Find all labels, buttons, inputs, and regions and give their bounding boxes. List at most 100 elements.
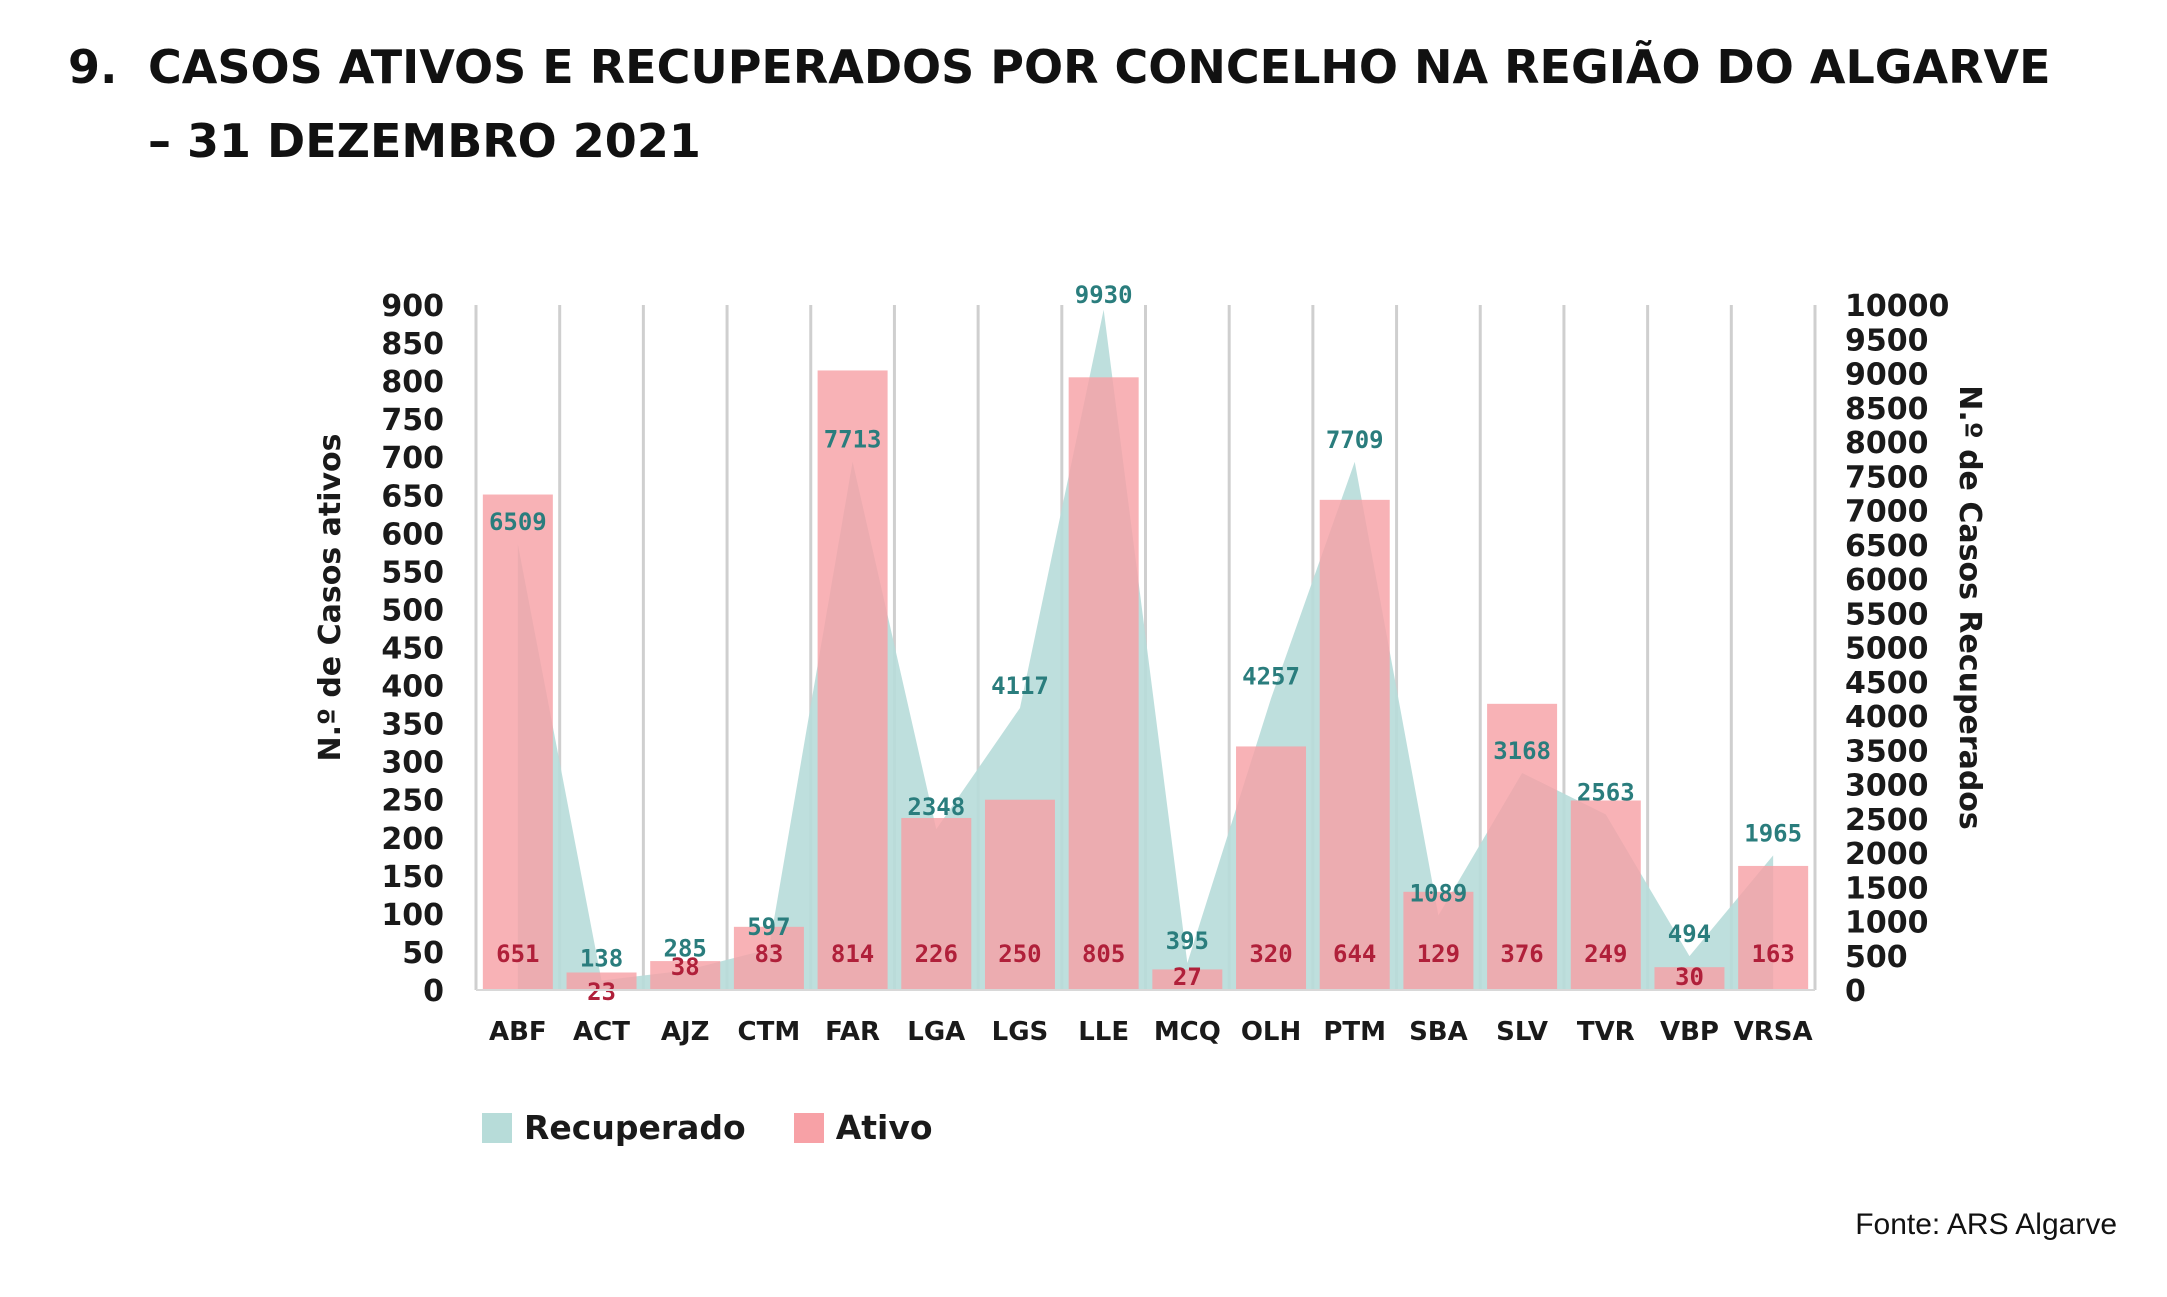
x-tick-label: AJZ — [661, 1017, 710, 1047]
title-line2: – 31 DEZEMBRO 2021 — [148, 114, 701, 168]
recuperado-data-label: 1965 — [1744, 819, 1802, 847]
recuperado-data-label: 4117 — [991, 672, 1049, 700]
y-right-tick-label: 1500 — [1845, 871, 1929, 906]
x-tick-label: OLH — [1241, 1017, 1301, 1047]
ativo-data-label: 651 — [496, 940, 539, 968]
ativo-bar — [1068, 377, 1139, 990]
legend-swatch-recuperado — [482, 1112, 512, 1143]
y-right-tick-label: 8500 — [1845, 392, 1929, 427]
y-right-tick-label: 9000 — [1845, 358, 1929, 393]
y-left-tick-label: 550 — [381, 555, 444, 590]
x-tick-label: LGS — [992, 1017, 1049, 1047]
chart-legend: Recuperado Ativo — [482, 1108, 981, 1147]
ativo-data-label: 83 — [754, 940, 783, 968]
y-right-tick-label: 7500 — [1845, 460, 1929, 495]
x-tick-label: SBA — [1409, 1017, 1468, 1047]
x-tick-label: TVR — [1577, 1017, 1635, 1047]
x-tick-label: ACT — [573, 1017, 630, 1047]
recuperado-data-label: 9930 — [1075, 281, 1133, 309]
y-left-tick-label: 900 — [381, 289, 444, 324]
y-left-tick-label: 200 — [381, 822, 444, 857]
ativo-bar — [1236, 746, 1307, 990]
ativo-bar — [1570, 800, 1641, 990]
y-left-tick-label: 450 — [381, 632, 444, 667]
y-right-tick-label: 6500 — [1845, 529, 1929, 564]
ativo-data-label: 320 — [1249, 940, 1292, 968]
ativo-data-label: 249 — [1584, 940, 1627, 968]
ativo-data-label: 814 — [831, 940, 874, 968]
ativo-data-label: 30 — [1675, 963, 1704, 991]
ativo-data-label: 23 — [587, 978, 616, 1006]
ativo-series — [482, 370, 1809, 990]
legend-item-ativo[interactable]: Ativo — [793, 1108, 933, 1147]
y-right-tick-label: 9500 — [1845, 323, 1929, 358]
recuperado-data-label: 494 — [1668, 920, 1711, 948]
recuperado-data-label: 3168 — [1493, 737, 1551, 765]
y-right-tick-label: 500 — [1845, 940, 1908, 975]
recuperado-data-label: 1089 — [1410, 879, 1468, 907]
y-right-tick-label: 7000 — [1845, 495, 1929, 530]
x-tick-label: VBP — [1660, 1017, 1719, 1047]
y-right-tick-label: 0 — [1845, 974, 1866, 1009]
legend-swatch-ativo — [793, 1112, 824, 1143]
ativo-data-label: 376 — [1500, 940, 1543, 968]
y-left-tick-label: 100 — [381, 898, 444, 933]
recuperado-data-label: 2348 — [907, 793, 965, 821]
recuperado-data-label: 7709 — [1326, 426, 1384, 454]
x-tick-label: LGA — [907, 1017, 965, 1047]
x-tick-label: MCQ — [1154, 1017, 1221, 1047]
ativo-bar — [1152, 969, 1223, 990]
axes: 9008508007507006506005505004504003503002… — [313, 289, 1987, 1047]
x-tick-label: PTM — [1323, 1017, 1386, 1047]
page-title: 9. CASOS ATIVOS E RECUPERADOS POR CONCELH… — [68, 30, 2051, 178]
legend-item-recuperado[interactable]: Recuperado — [482, 1108, 746, 1147]
y-left-tick-label: 750 — [381, 403, 444, 438]
y-right-tick-label: 4000 — [1845, 700, 1929, 735]
y-left-tick-label: 500 — [381, 593, 444, 628]
title-number: 9. — [68, 40, 118, 94]
ativo-bar — [482, 494, 553, 990]
y-left-tick-label: 800 — [381, 365, 444, 400]
recuperado-data-label: 597 — [747, 913, 790, 941]
legend-label-recuperado: Recuperado — [524, 1108, 746, 1147]
x-tick-label: LLE — [1078, 1017, 1129, 1047]
y-right-tick-label: 2500 — [1845, 803, 1929, 838]
x-tick-label: SLV — [1496, 1017, 1548, 1047]
ativo-bar — [817, 370, 888, 990]
ativo-data-label: 644 — [1333, 940, 1376, 968]
combo-chart: 6509 138 285 597 7713 2348 4117 9930 395 4257 7709… — [313, 281, 1987, 1047]
ativo-data-label: 27 — [1173, 963, 1202, 991]
ativo-bar — [984, 799, 1055, 990]
y-left-tick-label: 850 — [381, 327, 444, 362]
y-left-tick-label: 300 — [381, 746, 444, 781]
y-left-tick-label: 150 — [381, 860, 444, 895]
y-right-tick-label: 3500 — [1845, 734, 1929, 769]
ativo-bar — [1403, 891, 1474, 990]
x-tick-label: ABF — [489, 1017, 547, 1047]
y-right-tick-label: 2000 — [1845, 837, 1929, 872]
recuperado-data-label: 2563 — [1577, 778, 1635, 806]
x-tick-label: CTM — [738, 1017, 801, 1047]
ativo-bar — [1487, 703, 1558, 990]
y-right-tick-label: 8000 — [1845, 426, 1929, 461]
y-left-tick-label: 50 — [402, 936, 444, 971]
y-left-tick-label: 250 — [381, 784, 444, 819]
ativo-bar — [901, 817, 972, 990]
title-line1: CASOS ATIVOS E RECUPERADOS POR CONCELHO … — [148, 40, 2051, 94]
y-right-tick-label: 6000 — [1845, 563, 1929, 598]
x-tick-label: FAR — [825, 1017, 880, 1047]
recuperado-data-label: 395 — [1166, 927, 1209, 955]
ativo-data-label: 38 — [671, 953, 700, 981]
recuperado-data-label: 4257 — [1242, 662, 1300, 690]
y-left-tick-label: 600 — [381, 517, 444, 552]
y-left-tick-label: 650 — [381, 479, 444, 514]
recuperado-data-label: 138 — [580, 945, 623, 973]
recuperado-data-label: 7713 — [824, 426, 882, 454]
recuperado-data-label: 285 — [664, 934, 707, 962]
recuperado-data-label: 6509 — [489, 508, 547, 536]
y-right-tick-label: 5000 — [1845, 632, 1929, 667]
y-right-tick-label: 4500 — [1845, 666, 1929, 701]
y-right-tick-label: 10000 — [1845, 289, 1949, 324]
ativo-data-label: 250 — [998, 940, 1041, 968]
ativo-data-label: 163 — [1751, 940, 1794, 968]
